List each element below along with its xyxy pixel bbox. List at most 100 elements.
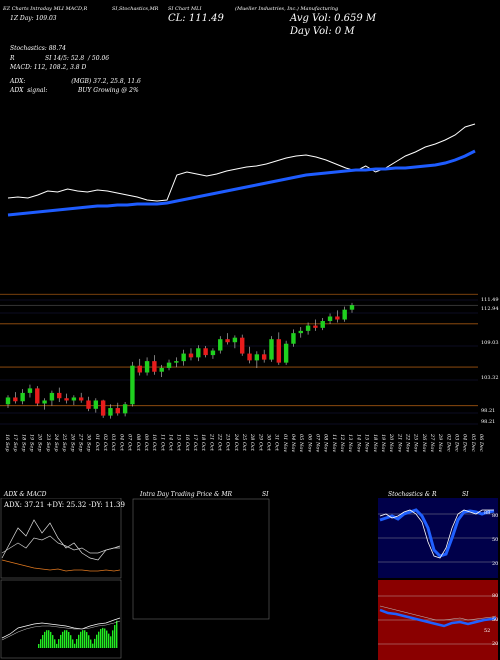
candle-body <box>137 365 142 373</box>
macd-histogram-bar <box>76 638 78 648</box>
candle-body <box>20 392 25 402</box>
macd-histogram-bar <box>44 631 46 648</box>
macd-histogram-bar <box>70 635 72 648</box>
macd-histogram-bar <box>62 631 64 648</box>
x-tick-label: 20 Sep <box>37 433 43 452</box>
candle-body <box>159 367 164 372</box>
header-1z-day: 1Z Day: 109.03 <box>10 15 57 22</box>
macd-histogram-bar <box>98 631 100 648</box>
candle-body <box>181 353 186 362</box>
x-tick-label: 15 Oct <box>176 434 182 452</box>
x-tick-label: 07 Nov <box>315 434 321 452</box>
macd-histogram-bar <box>92 643 94 648</box>
stoch-tick-50: 50 <box>492 537 499 543</box>
candle-body <box>305 325 311 331</box>
x-tick-label: 26 Sep <box>69 433 75 452</box>
candle-body <box>283 343 289 363</box>
x-tick-label: 30 Oct <box>266 434 272 452</box>
stoch-tick-20: 20 <box>492 561 499 567</box>
macd-histogram-bar <box>84 630 86 648</box>
candle-body <box>349 305 355 310</box>
rsi-current: 52 <box>484 628 491 634</box>
macd-histogram-bar <box>104 628 106 648</box>
adx-signal-readout: ADX signal: BUY Growing @ 2% <box>10 87 139 94</box>
candle-body <box>35 388 40 404</box>
x-tick-label: 07 Oct <box>127 434 133 452</box>
macd-signal-line <box>1 620 121 641</box>
plus-dy-line <box>1 535 120 554</box>
stoch-rsi-panel <box>378 498 498 660</box>
x-tick-label: 02 Dec <box>445 434 451 452</box>
adx-line <box>1 519 121 561</box>
x-tick-label: 16 Sep <box>4 434 10 452</box>
main-price-chart <box>0 123 478 425</box>
price-label-low: 103.32 <box>481 375 499 381</box>
macd-histogram-bar <box>88 635 90 648</box>
candle-body <box>218 339 223 351</box>
candle-body <box>27 388 33 393</box>
header-day-vol: Day Vol: 0 M <box>290 26 355 37</box>
candle-body <box>100 400 106 416</box>
candle-body <box>71 397 77 401</box>
price-label-mid: 109.03 <box>481 340 499 346</box>
rsi-white-line <box>379 605 497 621</box>
x-tick-label: 30 Sep <box>86 434 92 452</box>
macd-histogram-bar <box>86 632 88 648</box>
candle-body <box>196 348 201 358</box>
candle-body <box>261 354 267 360</box>
candle-body <box>188 353 194 358</box>
adx-macd-panel <box>0 498 122 659</box>
x-tick-label: 11 Nov <box>331 434 337 452</box>
candle-body <box>291 333 296 344</box>
x-tick-label: 16 Oct <box>184 434 190 452</box>
x-tick-label: 24 Sep <box>53 433 59 452</box>
macd-histogram-bar <box>38 644 40 648</box>
ma-blue-line <box>7 149 476 217</box>
x-tick-label: 08 Oct <box>135 434 141 452</box>
candle-body <box>225 339 230 343</box>
stoch-d-line <box>379 509 494 559</box>
x-tick-label: 18 Nov <box>372 434 378 452</box>
candle-body <box>86 400 91 409</box>
macd-histogram-bar <box>100 628 102 648</box>
x-tick-label: 04 Oct <box>118 434 124 452</box>
macd-histogram-bar <box>108 633 110 648</box>
adx-panel-title: ADX & MACD <box>4 491 47 498</box>
x-tick-label: 21 Nov <box>396 433 402 452</box>
x-tick-label: 18 Oct <box>200 434 206 452</box>
macd-histogram-bar <box>80 631 82 648</box>
macd-readout: MACD: 112, 108.2, 3.8 D <box>10 64 87 71</box>
x-axis: 16 Sep 17 Sep 18 Sep 19 Sep 20 Sep 23 Sep 24 S… <box>4 433 484 452</box>
x-tick-label: 15 Nov <box>364 434 370 452</box>
candle-body <box>298 330 303 334</box>
x-tick-label: 18 Sep <box>20 434 26 452</box>
header-line1-left: EZ Charts Intraday MLI MACD,R <box>3 6 88 12</box>
candle-body <box>130 365 135 405</box>
candle-body <box>313 325 318 328</box>
x-tick-label: 23 Oct <box>225 433 231 452</box>
x-tick-label: 29 Oct <box>257 433 263 452</box>
macd-histogram-bar <box>68 631 70 648</box>
header-line1-right: (Mueller Industries, Inc.) Manufacturing <box>235 6 339 12</box>
x-tick-label: 02 Oct <box>102 434 108 452</box>
macd-histogram-bar <box>46 630 48 648</box>
x-tick-label: 03 Oct <box>110 434 116 452</box>
stoch-readout: Stochastics: 88.74 <box>10 45 66 52</box>
x-tick-label: 29 Nov <box>437 433 443 452</box>
x-tick-label: 04 Nov <box>290 434 296 452</box>
x-tick-label: 22 Oct <box>216 433 222 452</box>
x-tick-label: 10 Oct <box>151 434 157 452</box>
macd-histogram-bar <box>94 638 96 648</box>
x-tick-label: 17 Sep <box>12 434 18 452</box>
macd-histogram-bar <box>48 630 50 648</box>
x-tick-label: 12 Nov <box>339 434 345 452</box>
candle-body <box>342 309 347 320</box>
x-tick-label: 19 Sep <box>29 434 35 452</box>
candle-body <box>174 361 179 363</box>
intraday-panel <box>132 498 270 620</box>
candle-body <box>320 321 325 328</box>
macd-histogram-bar <box>112 630 114 648</box>
macd-histogram-bar <box>40 639 42 648</box>
candle-body <box>144 361 150 373</box>
candle-body <box>210 350 216 356</box>
